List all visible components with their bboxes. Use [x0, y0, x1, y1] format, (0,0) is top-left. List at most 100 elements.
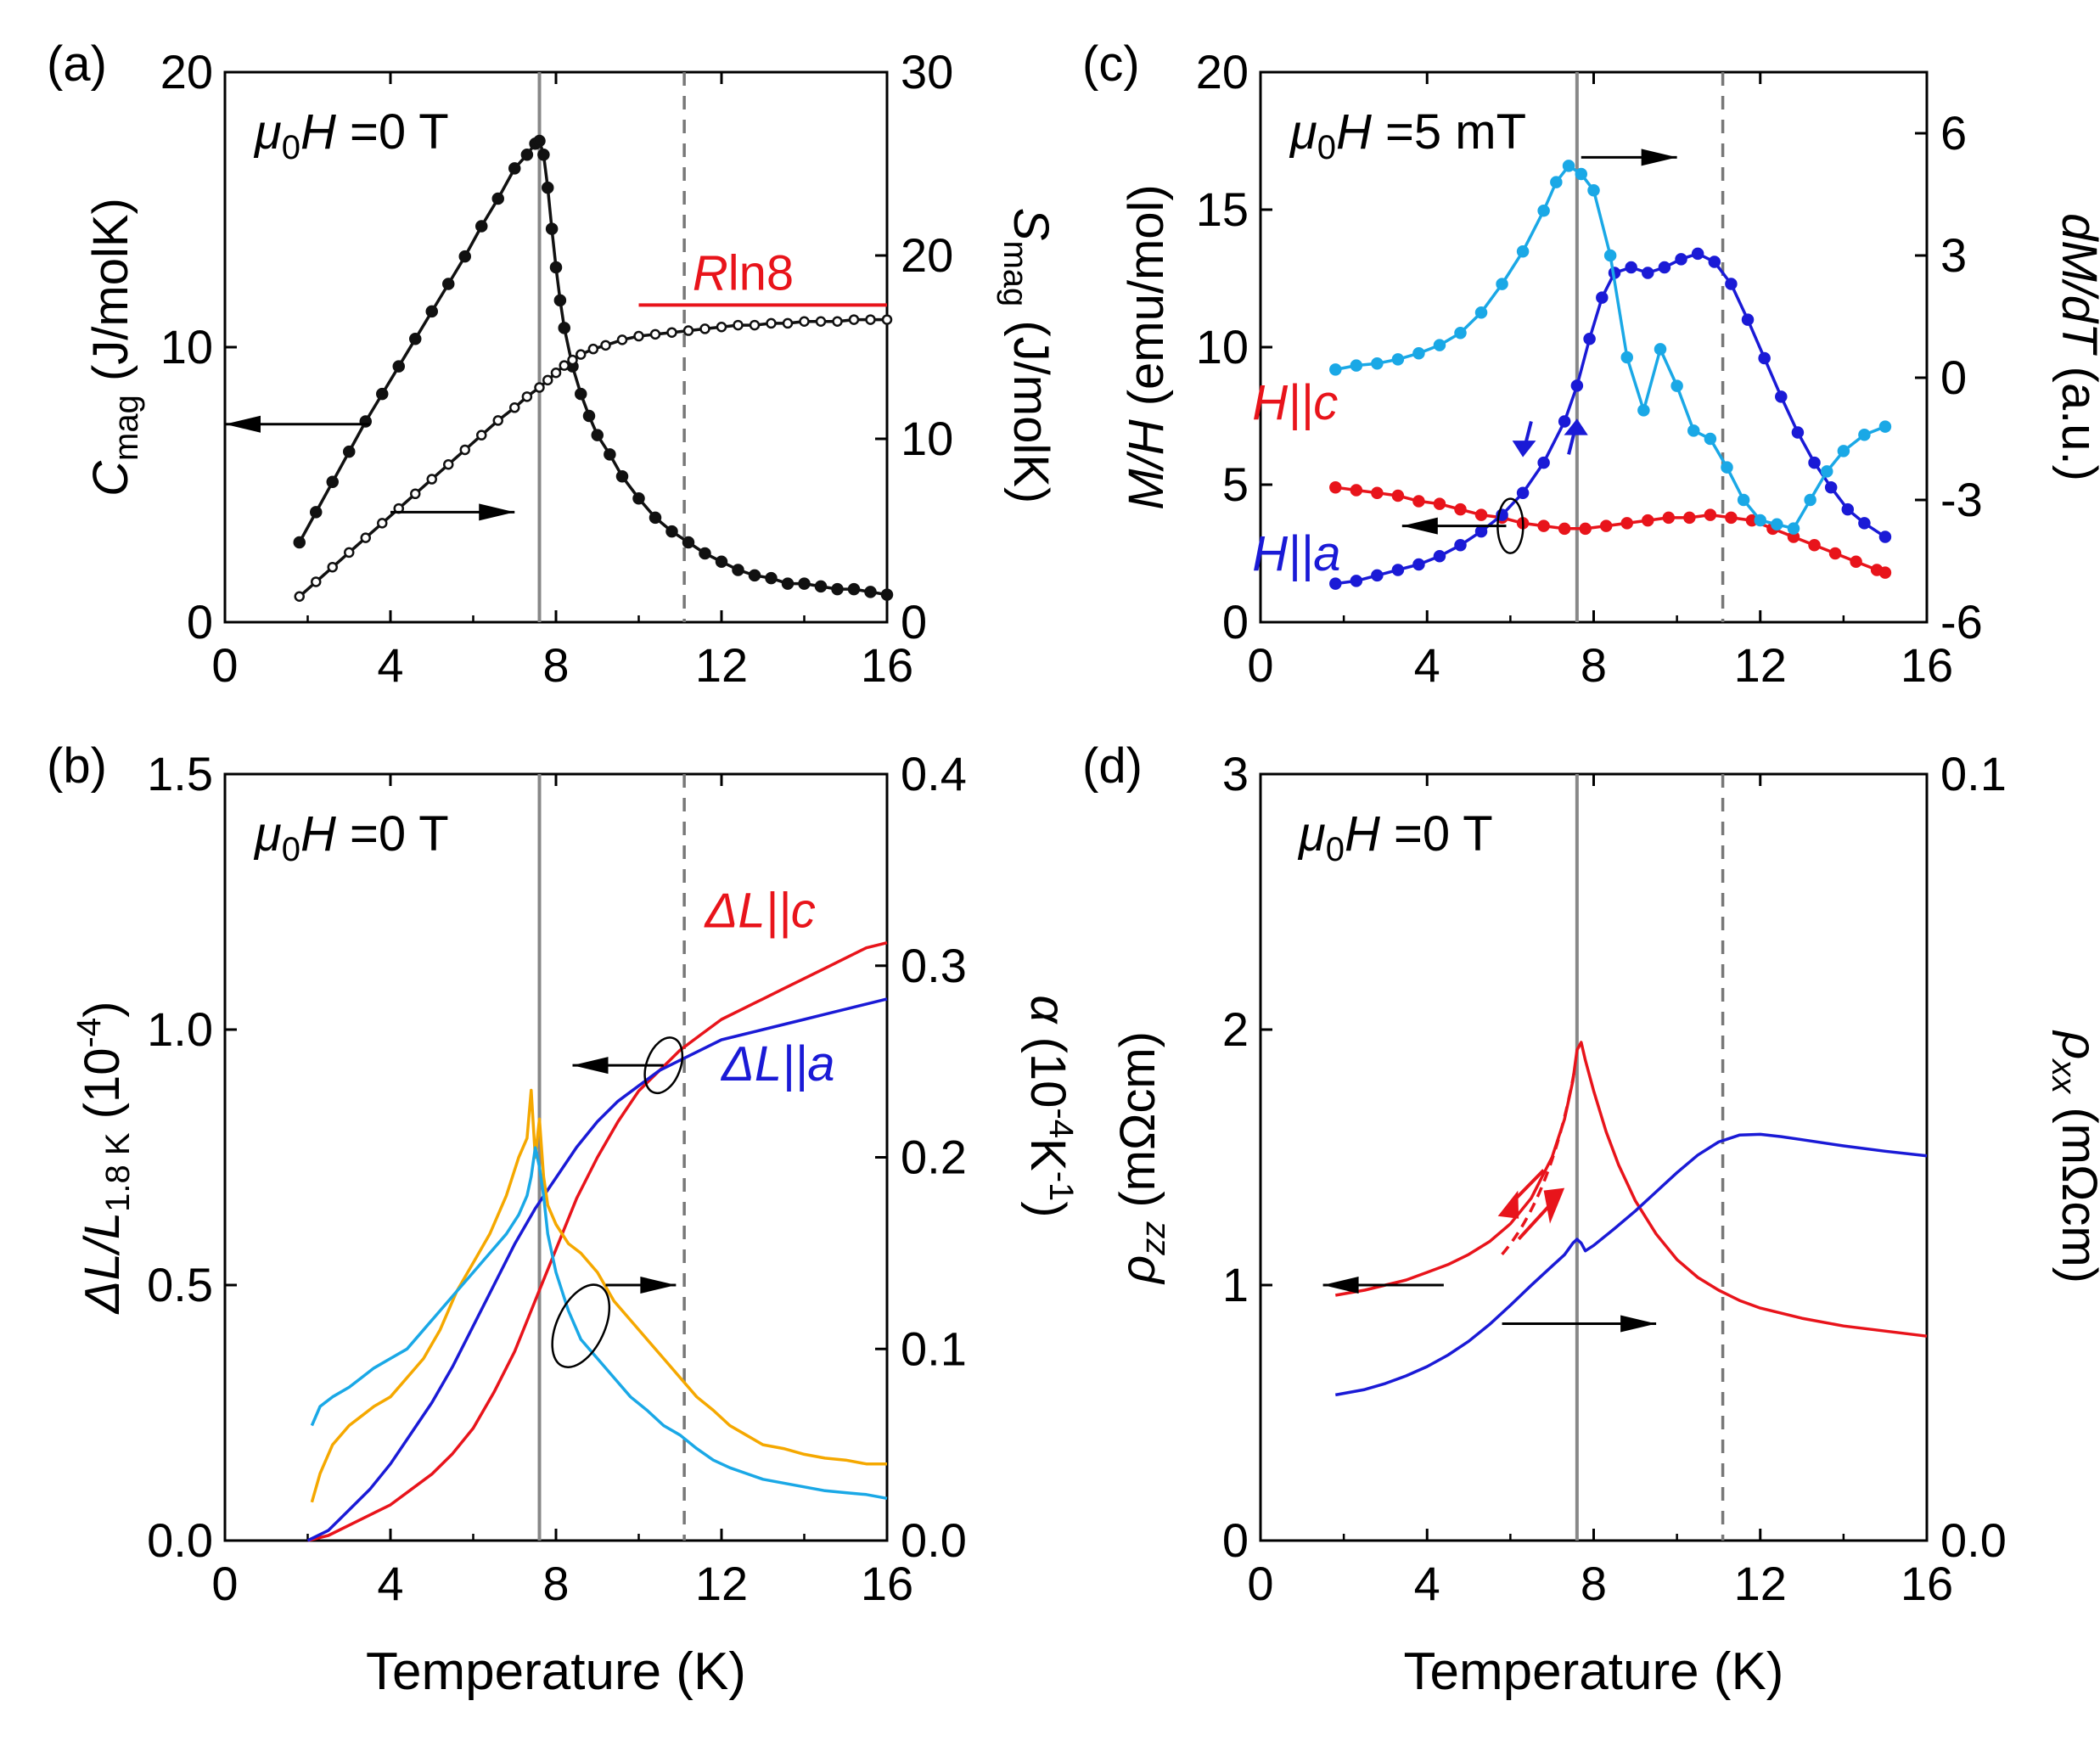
data-point [1391, 564, 1405, 576]
data-point [1687, 424, 1700, 437]
x-tick-label: 0 [1247, 1557, 1273, 1610]
data-point [1708, 255, 1721, 268]
data-point [1787, 522, 1800, 535]
data-point [1579, 522, 1592, 536]
data-point [1496, 278, 1508, 290]
data-point [1808, 539, 1821, 552]
field-annotation: μ0H =0 T [253, 104, 449, 166]
data-point [1583, 333, 1596, 345]
data-point [521, 391, 533, 402]
data-point [376, 387, 389, 401]
y-left-tick-label: 3 [1222, 747, 1249, 800]
y-left-tick-label: 0.0 [147, 1513, 213, 1567]
data-point [1824, 480, 1838, 494]
data-point [1570, 379, 1584, 392]
data-point [765, 571, 778, 585]
sweep-arrow-cool-head [1497, 1190, 1519, 1219]
data-point [1371, 486, 1384, 499]
y-left-tick-label: 2 [1222, 1002, 1249, 1056]
data-point [582, 409, 596, 423]
hysteresis-dashed-branch [1501, 1067, 1577, 1256]
y-right-tick-label: 10 [901, 412, 953, 465]
data-point [1704, 432, 1717, 446]
x-tick-label: 16 [1901, 638, 1953, 692]
y-left-tick-label: 15 [1196, 182, 1249, 236]
data-point [748, 569, 761, 582]
data-point [1516, 486, 1530, 499]
series-marker-ellipse [643, 1036, 684, 1095]
data-point [880, 588, 894, 601]
data-point [1878, 420, 1892, 433]
data-point [1350, 575, 1363, 587]
data-point [1412, 558, 1425, 571]
y-left-axis-title: M/H (emu/mol) [1119, 184, 1174, 509]
arrow-to-right-axis-head [1641, 149, 1677, 166]
data-point [558, 322, 570, 334]
y-left-tick-label: 1.5 [147, 747, 213, 800]
y-right-tick-label: 0.1 [901, 1322, 967, 1375]
x-tick-label: 12 [1734, 638, 1787, 692]
data-point [1741, 313, 1755, 326]
legend-h-c: H||c [1252, 375, 1338, 430]
data-point [1620, 517, 1633, 530]
data-point [1391, 353, 1405, 366]
data-point [1662, 511, 1676, 525]
data-point [520, 148, 534, 161]
data-point [604, 448, 616, 461]
series-line-c-1 [1335, 252, 1886, 586]
data-point [814, 580, 828, 593]
data-point [1596, 291, 1609, 304]
data-point [1433, 549, 1446, 563]
panel-label: (c) [1082, 36, 1140, 92]
data-point [344, 547, 355, 559]
data-point [294, 591, 305, 603]
data-point [425, 305, 438, 318]
data-point [1562, 160, 1575, 172]
x-tick-label: 4 [377, 1557, 403, 1610]
data-point [537, 148, 550, 161]
y-left-tick-label: 5 [1222, 457, 1249, 511]
x-tick-label: 4 [1414, 638, 1440, 692]
data-point [426, 474, 437, 485]
data-point [533, 134, 546, 148]
sweep-arrow-warm-head [1543, 1187, 1565, 1224]
data-point [1858, 517, 1871, 530]
data-point [509, 402, 520, 413]
series-line-b-0 [307, 941, 888, 1542]
data-point [1704, 508, 1717, 521]
y-left-tick-label: 10 [1196, 320, 1249, 373]
data-point [798, 577, 811, 590]
data-point [665, 525, 678, 538]
data-point [459, 444, 470, 456]
x-tick-label: 0 [211, 638, 238, 692]
data-point [1371, 356, 1384, 370]
data-point [699, 323, 710, 334]
data-point [1412, 495, 1425, 508]
series-line-c-0 [1335, 486, 1886, 575]
x-axis-title: Temperature (K) [1404, 1642, 1784, 1701]
data-point [1758, 351, 1771, 365]
arrow-to-left-axis-head [225, 415, 261, 433]
data-point [1329, 577, 1342, 590]
y-left-tick-label: 0.5 [147, 1258, 213, 1311]
arrow-to-right-axis-head [640, 1277, 677, 1294]
arrow-to-left-axis-head [572, 1057, 609, 1075]
data-point [831, 582, 844, 596]
data-point [542, 374, 553, 386]
panel-c: 0 4 8 12 16 0 5 10 15 20 -6 -3 0 3 6 (c) μ0H =5 mT M/H (e… [1082, 36, 2100, 692]
data-point [1828, 547, 1842, 560]
data-point [633, 330, 644, 342]
data-point [1433, 339, 1446, 351]
y-left-tick-label: 1.0 [147, 1002, 213, 1056]
data-point [567, 354, 578, 366]
series-line-b-1 [306, 997, 888, 1542]
data-point [549, 261, 563, 274]
legend-h-a: H||a [1252, 526, 1340, 581]
data-point [1620, 351, 1633, 364]
x-tick-label: 16 [861, 1557, 913, 1610]
sweep-arrow-up-head [1564, 418, 1588, 435]
data-point [1775, 390, 1788, 403]
y-right-tick-label: 0 [901, 595, 927, 648]
data-point [492, 415, 503, 426]
